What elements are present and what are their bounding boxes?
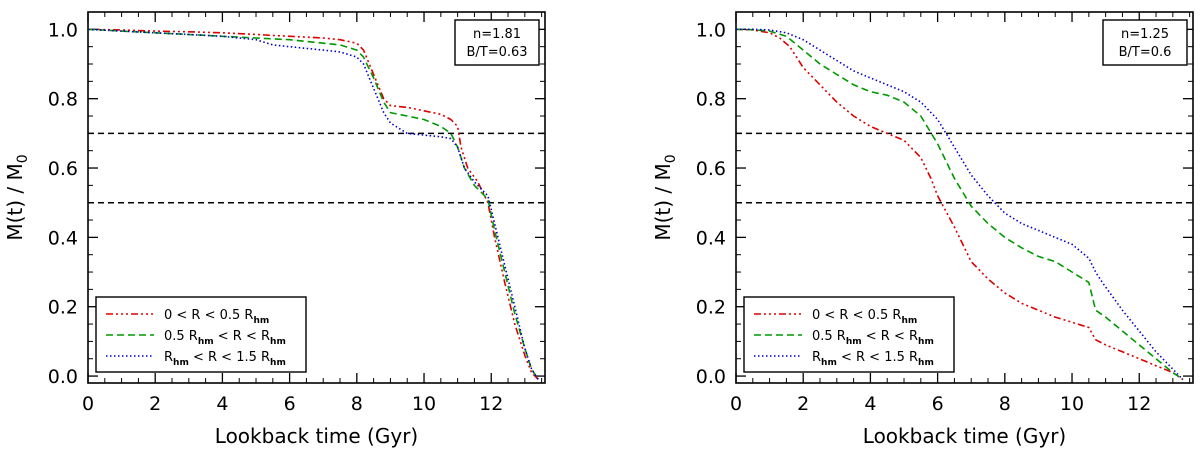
legend-label-1: 0.5 Rhm < R < Rhm bbox=[812, 329, 934, 347]
legend-label-subscript: hm bbox=[821, 358, 837, 368]
legend-label-subscript: hm bbox=[846, 337, 862, 347]
x-tick-label: 0 bbox=[730, 393, 742, 415]
y-tick-label: 0.2 bbox=[48, 297, 78, 319]
y-tick-label: 0.4 bbox=[696, 227, 726, 249]
plot-frame bbox=[87, 11, 546, 384]
legend-label-part: 0 < R < 0.5 R bbox=[164, 308, 253, 323]
y-axis-label: M(t) / M0 bbox=[651, 154, 679, 240]
y-tick-label: 0.0 bbox=[696, 366, 726, 388]
x-tick-label: 12 bbox=[479, 393, 503, 415]
y-tick-label: 0.4 bbox=[48, 227, 78, 249]
legend-label-part: < R < 1.5 R bbox=[837, 350, 918, 365]
x-tick-label: 2 bbox=[149, 393, 161, 415]
left-panel: 0 2 4 6 8 10 12 0.0 0.2 0.4 0.6 0.8 1.0 Lookback time… bbox=[3, 11, 546, 448]
annotation-box bbox=[454, 19, 540, 66]
annotation-text: n=1.81 bbox=[473, 27, 521, 42]
x-tick-label: 8 bbox=[999, 393, 1011, 415]
legend-label-subscript: hm bbox=[198, 337, 214, 347]
legend-label-part: < R < R bbox=[862, 329, 918, 344]
annotation-box bbox=[1102, 19, 1188, 66]
x-axis-label: Lookback time (Gyr) bbox=[863, 424, 1066, 448]
y-axis-label-main: M(t) / M bbox=[651, 163, 675, 240]
legend-label-subscript: hm bbox=[918, 358, 934, 368]
legend-label-subscript: hm bbox=[253, 316, 269, 326]
y-axis-label: M(t) / M0 bbox=[3, 154, 31, 240]
x-tick-label: 4 bbox=[216, 393, 228, 415]
legend-label-subscript: hm bbox=[270, 337, 286, 347]
x-tick-label: 6 bbox=[932, 393, 944, 415]
legend-label-part: 0.5 R bbox=[812, 329, 846, 344]
legend-label-0: 0 < R < 0.5 Rhm bbox=[812, 308, 917, 326]
legend-label-part: < R < R bbox=[214, 329, 270, 344]
x-tick-label: 10 bbox=[1060, 393, 1084, 415]
plot-frame bbox=[735, 11, 1194, 384]
x-tick-label: 0 bbox=[82, 393, 94, 415]
x-tick-label: 2 bbox=[797, 393, 809, 415]
legend-label-part: 0.5 R bbox=[164, 329, 198, 344]
annotation-text: n=1.25 bbox=[1121, 27, 1169, 42]
series-line-1 bbox=[735, 28, 1184, 381]
y-axis-label-subscript: 0 bbox=[15, 154, 31, 163]
y-tick-label: 1.0 bbox=[696, 19, 726, 41]
y-tick-label: 0.2 bbox=[696, 297, 726, 319]
annotation-text: B/T=0.6 bbox=[1119, 45, 1172, 60]
x-tick-label: 10 bbox=[412, 393, 436, 415]
legend-label-part: 0 < R < 0.5 R bbox=[812, 308, 901, 323]
x-tick-label: 12 bbox=[1127, 393, 1151, 415]
series-line-0 bbox=[735, 28, 1184, 381]
y-tick-label: 0.8 bbox=[48, 89, 78, 111]
x-axis-label: Lookback time (Gyr) bbox=[215, 424, 418, 448]
x-tick-label: 4 bbox=[864, 393, 876, 415]
y-tick-label: 0.6 bbox=[48, 158, 78, 180]
legend-label-2: Rhm < R < 1.5 Rhm bbox=[812, 350, 934, 368]
legend-label-subscript: hm bbox=[173, 358, 189, 368]
right-panel: 0 2 4 6 8 10 12 0.0 0.2 0.4 0.6 0.8 1.0 Lookback time… bbox=[651, 11, 1194, 448]
annotation-text: B/T=0.63 bbox=[466, 45, 527, 60]
legend-label-1: 0.5 Rhm < R < Rhm bbox=[164, 329, 286, 347]
x-tick-label: 6 bbox=[284, 393, 296, 415]
series-line-2 bbox=[87, 28, 539, 380]
series-line-0 bbox=[87, 28, 539, 381]
legend-label-subscript: hm bbox=[918, 337, 934, 347]
x-tick-label: 8 bbox=[351, 393, 363, 415]
y-axis-label-subscript: 0 bbox=[663, 154, 679, 163]
legend-label-subscript: hm bbox=[901, 316, 917, 326]
legend-label-subscript: hm bbox=[270, 358, 286, 368]
y-axis-label-main: M(t) / M bbox=[3, 163, 27, 240]
legend-label-0: 0 < R < 0.5 Rhm bbox=[164, 308, 269, 326]
y-tick-label: 0.8 bbox=[696, 89, 726, 111]
legend-label-part: < R < 1.5 R bbox=[189, 350, 270, 365]
legend-label-part: R bbox=[812, 350, 821, 365]
y-tick-label: 0.6 bbox=[696, 158, 726, 180]
y-tick-label: 0.0 bbox=[48, 366, 78, 388]
y-tick-label: 1.0 bbox=[48, 19, 78, 41]
legend-label-2: Rhm < R < 1.5 Rhm bbox=[164, 350, 286, 368]
legend-label-part: R bbox=[164, 350, 173, 365]
